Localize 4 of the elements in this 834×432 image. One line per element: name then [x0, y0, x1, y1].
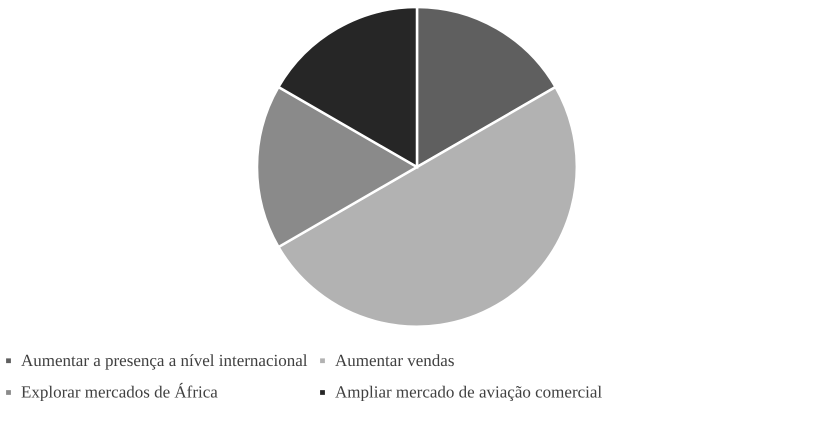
- legend-label: Aumentar vendas: [335, 350, 454, 370]
- legend-label: Explorar mercados de África: [21, 382, 218, 402]
- legend-label: Ampliar mercado de aviação comercial: [335, 382, 602, 402]
- legend-label: Aumentar a presença a nível internacional: [21, 350, 308, 370]
